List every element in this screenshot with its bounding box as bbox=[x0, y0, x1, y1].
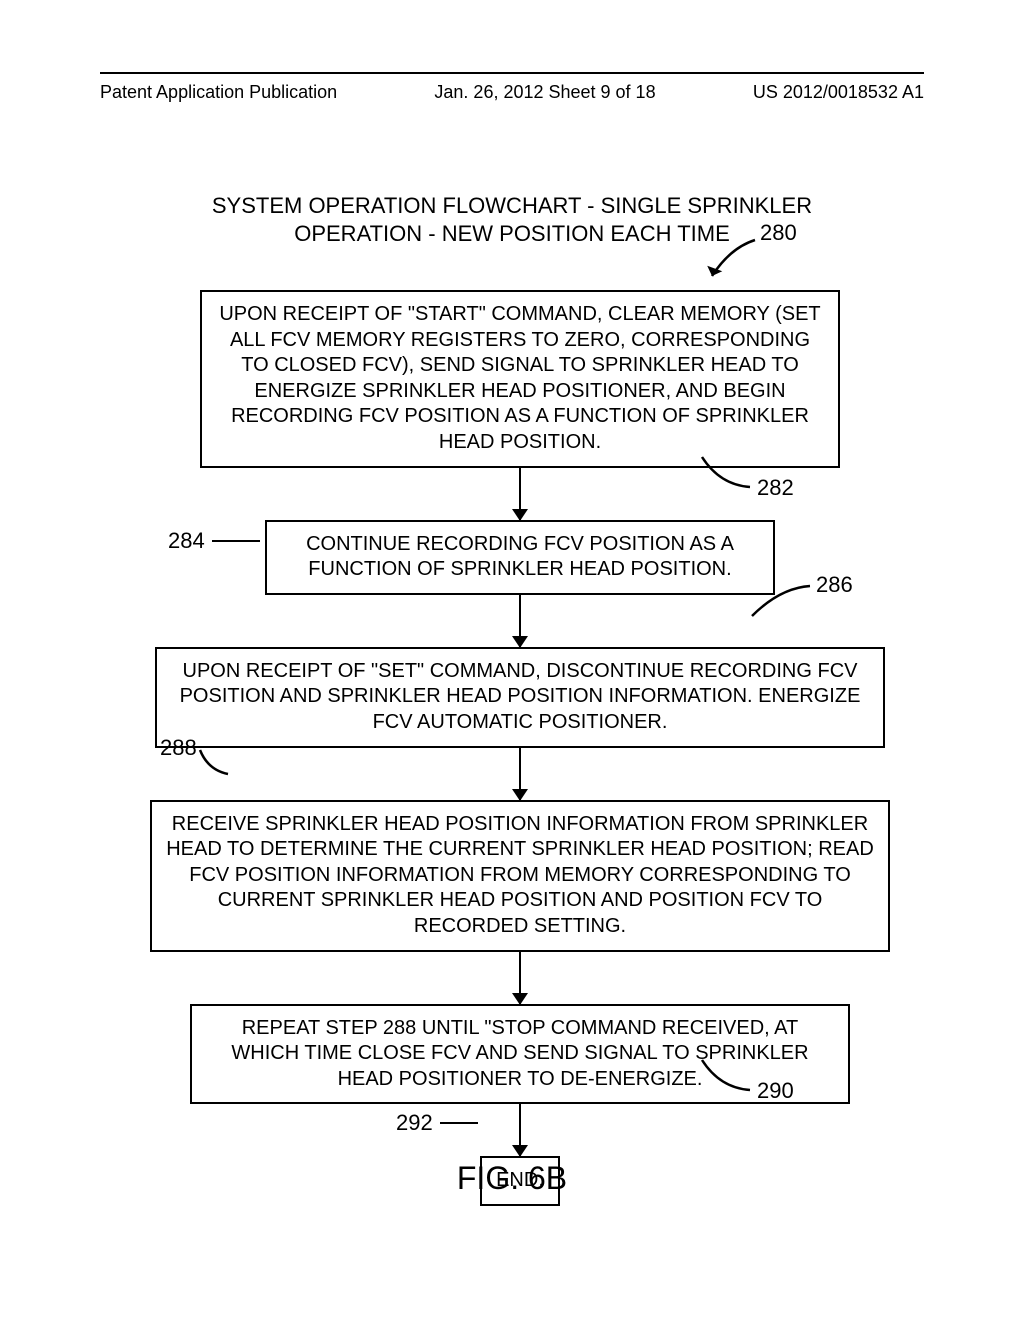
step-284-box: CONTINUE RECORDING FCV POSITION AS A FUN… bbox=[265, 520, 775, 595]
flowchart-title: SYSTEM OPERATION FLOWCHART - SINGLE SPRI… bbox=[0, 192, 1024, 247]
header-center: Jan. 26, 2012 Sheet 9 of 18 bbox=[434, 82, 655, 103]
title-line-2: OPERATION - NEW POSITION EACH TIME bbox=[294, 221, 730, 246]
flowchart: UPON RECEIPT OF "START" COMMAND, CLEAR M… bbox=[140, 290, 900, 1206]
figure-label: FIG. 6B bbox=[0, 1160, 1024, 1197]
ref-280: 280 bbox=[760, 220, 797, 246]
step-288-text: RECEIVE SPRINKLER HEAD POSITION INFORMAT… bbox=[166, 813, 874, 937]
step-288-box: RECEIVE SPRINKLER HEAD POSITION INFORMAT… bbox=[150, 800, 890, 952]
arrow-288-290 bbox=[140, 952, 900, 1004]
leader-284 bbox=[212, 540, 260, 542]
arrow-290-292 bbox=[140, 1104, 900, 1156]
ref-286: 286 bbox=[816, 572, 853, 598]
step-282-text: UPON RECEIPT OF "START" COMMAND, CLEAR M… bbox=[219, 303, 820, 453]
title-line-1: SYSTEM OPERATION FLOWCHART - SINGLE SPRI… bbox=[212, 193, 812, 218]
ref-284: 284 bbox=[168, 528, 205, 554]
leader-288 bbox=[198, 748, 238, 778]
arrow-286-288 bbox=[140, 748, 900, 800]
step-282-box: UPON RECEIPT OF "START" COMMAND, CLEAR M… bbox=[200, 290, 840, 468]
ref-288: 288 bbox=[160, 735, 197, 761]
step-286-text: UPON RECEIPT OF "SET" COMMAND, DISCONTIN… bbox=[180, 660, 861, 733]
leader-292 bbox=[440, 1122, 478, 1124]
ref-282: 282 bbox=[757, 475, 794, 501]
leader-280 bbox=[700, 238, 760, 288]
page-header: Patent Application Publication Jan. 26, … bbox=[100, 82, 924, 103]
header-right: US 2012/0018532 A1 bbox=[753, 82, 924, 103]
header-left: Patent Application Publication bbox=[100, 82, 337, 103]
ref-290: 290 bbox=[757, 1078, 794, 1104]
step-286-box: UPON RECEIPT OF "SET" COMMAND, DISCONTIN… bbox=[155, 647, 885, 748]
ref-292: 292 bbox=[396, 1110, 433, 1136]
header-rule bbox=[100, 72, 924, 74]
step-284-text: CONTINUE RECORDING FCV POSITION AS A FUN… bbox=[306, 533, 734, 581]
